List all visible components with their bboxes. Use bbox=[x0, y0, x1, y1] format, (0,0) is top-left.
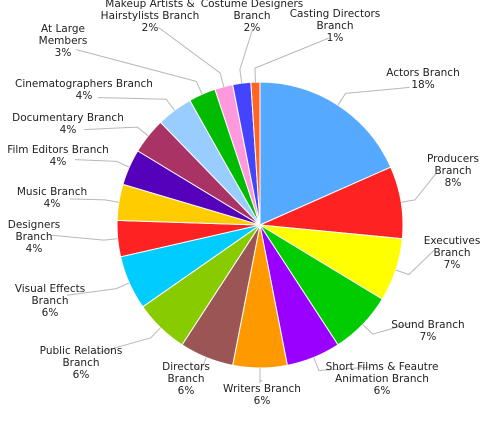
slice-label: Directors Branch 6% bbox=[162, 361, 210, 397]
leader-line bbox=[98, 97, 175, 111]
leader-line bbox=[395, 249, 435, 276]
leader-line bbox=[69, 198, 119, 203]
slice-label: Visual Effects Branch 6% bbox=[15, 283, 85, 319]
leader-line bbox=[83, 126, 149, 137]
leader-line bbox=[337, 86, 410, 106]
slice-labels: Actors Branch 18% Producers Branch 8% Executi… bbox=[7, 0, 480, 407]
slice-label: Makeup Artists & Hairstylists Branch 2% bbox=[101, 0, 200, 34]
slice-label: Sound Branch 7% bbox=[391, 319, 464, 343]
leader-line bbox=[193, 357, 207, 372]
slice-label: At Large Members 3% bbox=[39, 23, 88, 59]
slice-label: Designers Branch 4% bbox=[8, 219, 61, 255]
slice-label: Executives Branch 7% bbox=[424, 235, 481, 271]
slice-label: Documentary Branch 4% bbox=[12, 112, 124, 136]
leader-line bbox=[254, 37, 329, 83]
slice-label: Actors Branch 18% bbox=[386, 67, 459, 91]
slice-label: Costume Designers Branch 2% bbox=[201, 0, 304, 34]
leader-line bbox=[66, 282, 130, 296]
leader-line bbox=[239, 28, 254, 84]
slice-label: Cinematographers Branch 4% bbox=[15, 78, 153, 102]
leader-line bbox=[75, 49, 203, 95]
leader-line bbox=[362, 322, 413, 335]
leader-line bbox=[259, 368, 263, 384]
slice-label: Writers Branch 6% bbox=[223, 383, 301, 407]
leader-line bbox=[51, 234, 118, 241]
leader-line bbox=[95, 327, 161, 354]
slice-label: Producers Branch 8% bbox=[427, 153, 479, 189]
pie-slices bbox=[116, 81, 404, 369]
slice-label: Music Branch 4% bbox=[17, 186, 87, 210]
leader-lines bbox=[51, 26, 437, 384]
slice-label: Short Films & Feautre Animation Branch 6% bbox=[326, 361, 439, 397]
pie-slice bbox=[259, 81, 392, 226]
leader-line bbox=[401, 173, 437, 203]
slice-label: Casting Directors Branch 1% bbox=[290, 8, 381, 44]
leader-line bbox=[158, 26, 225, 87]
slice-label: Public Relations Branch 6% bbox=[40, 345, 123, 381]
leader-line bbox=[74, 159, 130, 168]
slice-label: Film Editors Branch 4% bbox=[7, 144, 109, 168]
leader-line bbox=[313, 357, 371, 372]
